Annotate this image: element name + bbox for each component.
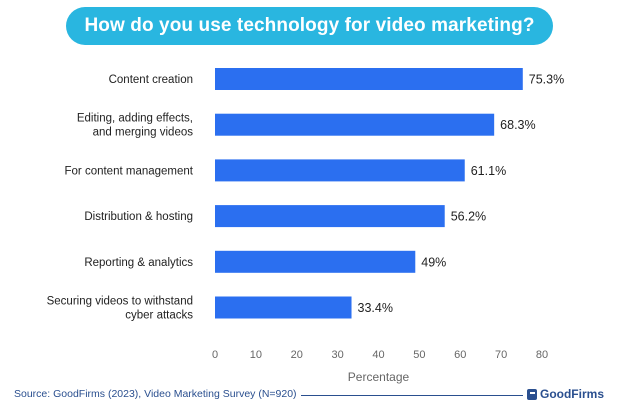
x-tick-label: 70 [495, 349, 507, 361]
x-tick-label: 0 [212, 349, 218, 361]
value-label: 49% [421, 255, 446, 269]
value-label: 68.3% [500, 118, 535, 132]
bar-5 [215, 250, 416, 273]
bar-6 [215, 296, 352, 319]
goodfirms-logo-icon [526, 388, 537, 400]
bar-2 [215, 113, 495, 136]
x-tick-label: 30 [332, 349, 344, 361]
footer: Source: GoodFirms (2023), Video Marketin… [14, 386, 604, 404]
x-tick-label: 50 [413, 349, 425, 361]
value-label: 61.1% [471, 164, 506, 178]
category-label: For content management [65, 165, 194, 177]
value-label: 56.2% [451, 210, 486, 224]
value-label: 33.4% [358, 301, 393, 315]
x-axis-title: Percentage [348, 370, 410, 384]
bar-4 [215, 205, 445, 228]
category-label: Content creation [109, 74, 193, 86]
x-tick-label: 60 [454, 349, 466, 361]
category-label: Reporting & analytics [84, 257, 193, 269]
category-label: Editing, adding effects, and merging vide… [77, 113, 193, 139]
category-label: Securing videos to withstand cyber attack… [47, 296, 194, 322]
bar-3 [215, 159, 465, 182]
x-tick-label: 40 [372, 349, 384, 361]
category-label: Distribution & hosting [84, 211, 193, 223]
x-tick-label: 80 [536, 349, 548, 361]
bar-1 [215, 68, 523, 90]
x-tick-label: 20 [291, 349, 303, 361]
chart-title-banner: How do you use technology for video mark… [66, 7, 553, 45]
chart-title: How do you use technology for video mark… [84, 15, 535, 36]
brand-logo: GoodFirms [522, 387, 604, 401]
source-note: Source: GoodFirms (2023), Video Marketin… [14, 388, 301, 400]
x-tick-label: 10 [250, 349, 262, 361]
value-label: 75.3% [529, 73, 564, 87]
brand-name: GoodFirms [539, 387, 604, 401]
